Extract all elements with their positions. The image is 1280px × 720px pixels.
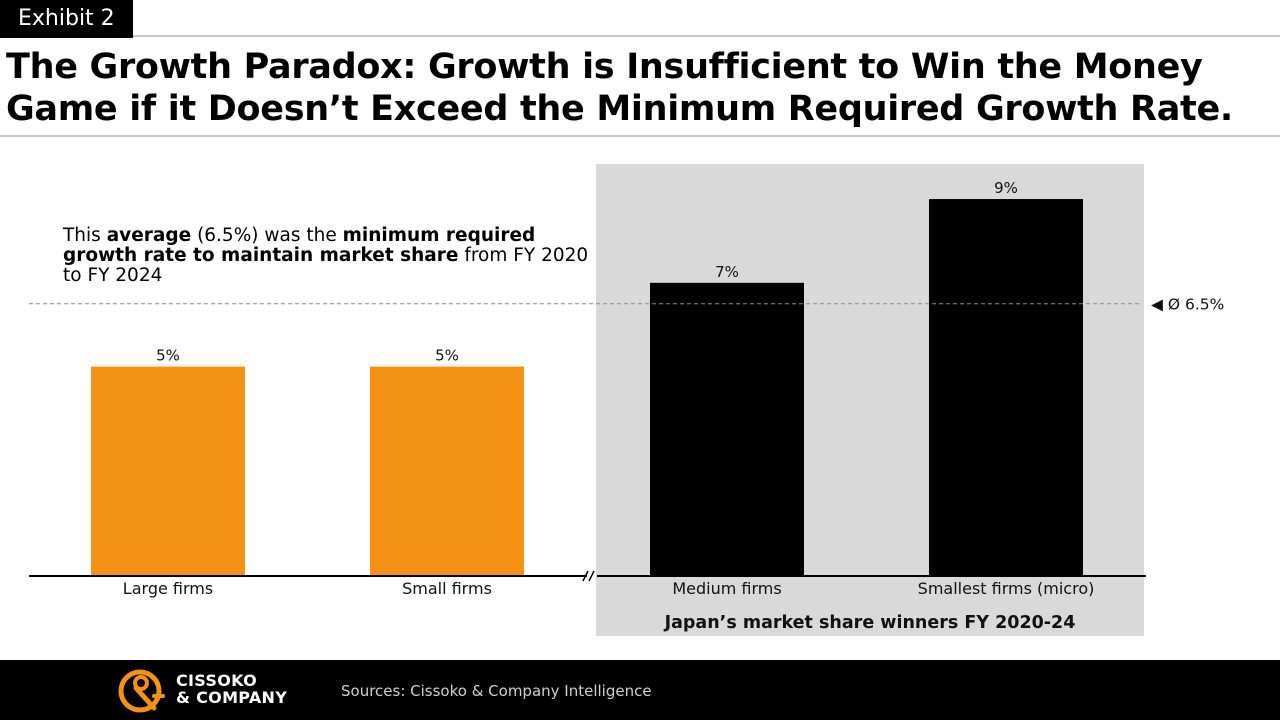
- company-logo-text: CISSOKO & COMPANY: [176, 672, 287, 706]
- annotation-bold-1: average: [106, 225, 192, 246]
- value-label: 9%: [994, 179, 1018, 197]
- average-reference-label: ◀ Ø 6.5%: [1151, 296, 1224, 314]
- page-title: The Growth Paradox: Growth is Insufficie…: [6, 46, 1276, 130]
- value-label: 5%: [156, 347, 180, 365]
- title-line-2: Game if it Doesn’t Exceed the Minimum Re…: [6, 89, 1233, 129]
- bar-small-firms: [370, 366, 524, 576]
- title-rule: [0, 135, 1280, 137]
- category-labels-group: Large firms Small firms Medium firms Smalle…: [123, 579, 1095, 598]
- annotation-text-1: This: [63, 225, 107, 246]
- annotation-text-2: (6.5%) was the: [191, 225, 343, 246]
- bar-chart: 5% 5% 7% 9% ◀ Ø 6.5% Large firms Small firms…: [29, 179, 1224, 633]
- title-line-1: The Growth Paradox: Growth is Insufficie…: [6, 47, 1203, 87]
- annotation-bold-2: minimum required growth rate to maintain…: [63, 225, 536, 266]
- brand-line-2: & COMPANY: [176, 688, 288, 707]
- company-logo-icon: [118, 669, 165, 713]
- sources-note: Sources: Cissoko & Company Intelligence: [341, 682, 652, 700]
- value-label: 7%: [715, 263, 739, 281]
- average-annotation: This average (6.5%) was the minimum requ…: [63, 226, 593, 286]
- exhibit-tag: Exhibit 2: [0, 0, 133, 38]
- brand-line-1: CISSOKO: [176, 671, 258, 690]
- bar-smallest-firms-micro: [929, 199, 1083, 576]
- category-label: Small firms: [402, 579, 492, 598]
- category-label: Medium firms: [672, 579, 781, 598]
- annotation-text-3: from FY 2020 to FY 2024: [63, 245, 589, 286]
- bar-large-firms: [91, 366, 245, 576]
- value-labels-group: 5% 5% 7% 9%: [156, 179, 1018, 365]
- footer-bar: [0, 660, 1280, 720]
- bar-medium-firms: [650, 282, 804, 576]
- top-rule: [133, 35, 1280, 37]
- category-label: Smallest firms (micro): [918, 579, 1095, 598]
- value-label: 5%: [435, 347, 459, 365]
- bars-group: [91, 199, 1083, 576]
- category-label: Large firms: [123, 579, 213, 598]
- winners-group-label: Japan’s market share winners FY 2020-24: [664, 613, 1076, 633]
- axis-break-icon: [582, 570, 595, 582]
